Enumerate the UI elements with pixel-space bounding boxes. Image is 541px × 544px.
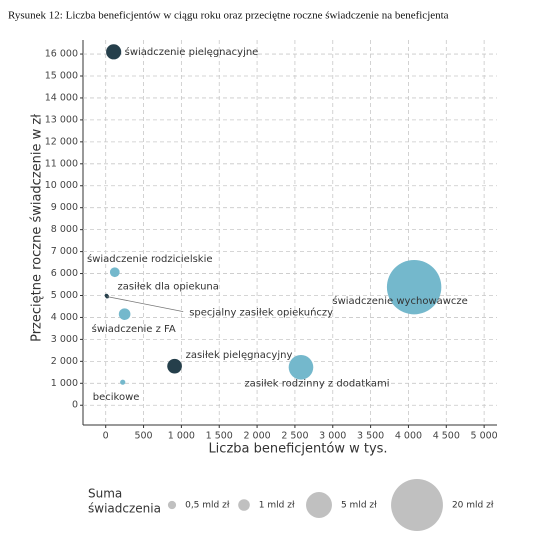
legend-bubble (238, 499, 250, 511)
legend-label: 0,5 mld zł (185, 501, 230, 511)
bubble (167, 358, 182, 374)
leader-line (107, 296, 184, 312)
bubble-label: zasiłek dla opiekuna (117, 281, 218, 292)
bubble-label: świadczenie wychowawcze (332, 295, 467, 307)
legend-bubble (391, 479, 443, 531)
bubble (118, 308, 131, 320)
bubble-label: zasiłek pielęgnacyjny (186, 350, 293, 361)
x-tick-label: 0 (103, 431, 109, 442)
y-tick-label: 2 000 (51, 356, 78, 367)
bubble (106, 44, 122, 60)
legend-bubble (167, 500, 177, 510)
y-tick-label: 1 000 (51, 378, 78, 389)
bubble-label: specjalny zasiłek opiekuńczy (189, 307, 333, 319)
y-tick-label: 6 000 (51, 268, 78, 279)
x-tick-label: 3 500 (357, 431, 384, 442)
legend-label: 1 mld zł (259, 501, 295, 511)
bubble (109, 267, 120, 278)
y-axis-label: Przeciętne roczne świadczenie w zł (30, 114, 45, 342)
y-tick-label: 10 000 (45, 180, 78, 191)
x-tick-label: 3 000 (319, 431, 346, 442)
x-tick-label: 5 000 (471, 431, 498, 442)
y-tick-label: 11 000 (45, 158, 78, 169)
bubble-label: zasiłek rodzinny z dodatkami (244, 378, 389, 389)
y-tick-label: 0 (72, 400, 78, 411)
legend-label: 5 mld zł (341, 501, 377, 511)
x-tick-label: 2 000 (243, 431, 270, 442)
x-tick-label: 4 500 (433, 431, 460, 442)
x-axis-label: Liczba beneficjentów w tys. (208, 442, 387, 457)
x-tick-label: 4 000 (395, 431, 422, 442)
x-tick-label: 2 500 (281, 431, 308, 442)
y-tick-label: 8 000 (51, 224, 78, 235)
y-tick-label: 3 000 (51, 334, 78, 345)
y-tick-label: 13 000 (45, 114, 78, 125)
y-tick-label: 14 000 (45, 92, 78, 103)
bubble (288, 354, 314, 380)
x-tick-label: 1 500 (206, 431, 233, 442)
legend-title: Suma (88, 487, 122, 501)
bubble-label: świadczenie z FA (92, 323, 176, 335)
bubble-label: becikowe (93, 392, 140, 403)
x-tick-label: 500 (134, 431, 152, 442)
bubble (386, 259, 442, 315)
y-tick-label: 4 000 (51, 312, 78, 323)
legend-title: świadczenia (88, 502, 161, 516)
bubble-label: świadczenie pielęgnacyjne (125, 46, 259, 58)
chart-title: Rysunek 12: Liczba beneficjentów w ciągu… (8, 10, 449, 22)
y-tick-label: 15 000 (45, 70, 78, 81)
bubble (120, 379, 126, 385)
y-tick-label: 9 000 (51, 202, 78, 213)
y-tick-label: 7 000 (51, 246, 78, 257)
legend-label: 20 mld zł (452, 501, 494, 511)
bubble-label: świadczenie rodzicielskie (87, 253, 213, 265)
y-tick-label: 12 000 (45, 136, 78, 147)
y-tick-label: 5 000 (51, 290, 78, 301)
legend-bubble (306, 492, 332, 518)
y-tick-label: 16 000 (45, 49, 78, 60)
x-tick-label: 1 000 (168, 431, 195, 442)
